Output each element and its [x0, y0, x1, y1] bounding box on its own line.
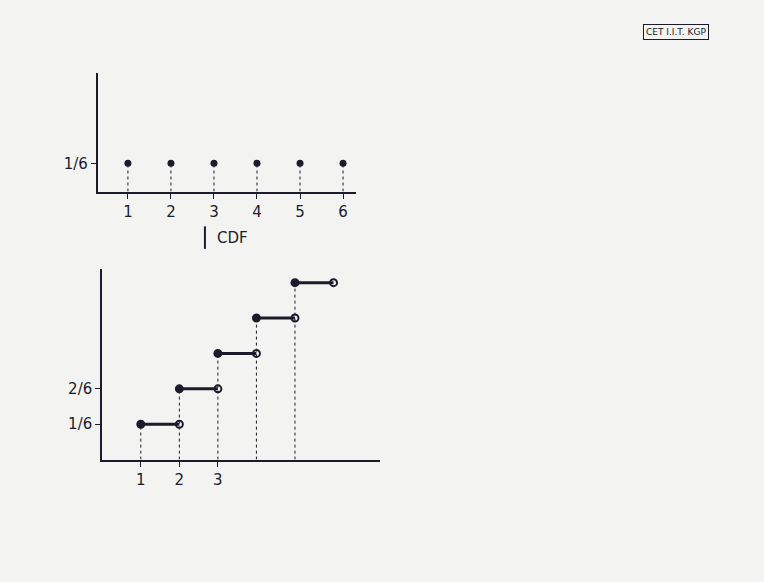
svg-text:6: 6: [338, 203, 348, 221]
svg-text:4: 4: [252, 203, 262, 221]
svg-text:3: 3: [213, 471, 223, 489]
svg-text:1/6: 1/6: [68, 415, 92, 433]
svg-text:2: 2: [175, 471, 185, 489]
svg-text:2/6: 2/6: [68, 380, 92, 398]
svg-text:5: 5: [295, 203, 305, 221]
svg-text:CET I.I.T. KGP: CET I.I.T. KGP: [646, 27, 706, 37]
svg-text:1: 1: [123, 203, 133, 221]
svg-text:CDF: CDF: [217, 229, 248, 247]
svg-text:1: 1: [136, 471, 146, 489]
svg-text:2: 2: [166, 203, 176, 221]
svg-text:3: 3: [209, 203, 219, 221]
svg-text:1/6: 1/6: [64, 155, 88, 173]
